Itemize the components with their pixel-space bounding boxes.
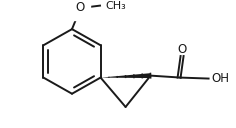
Text: O: O [75,1,85,14]
Polygon shape [101,73,151,78]
Text: OH: OH [212,72,230,85]
Text: CH₃: CH₃ [105,1,126,11]
Text: O: O [177,43,186,56]
